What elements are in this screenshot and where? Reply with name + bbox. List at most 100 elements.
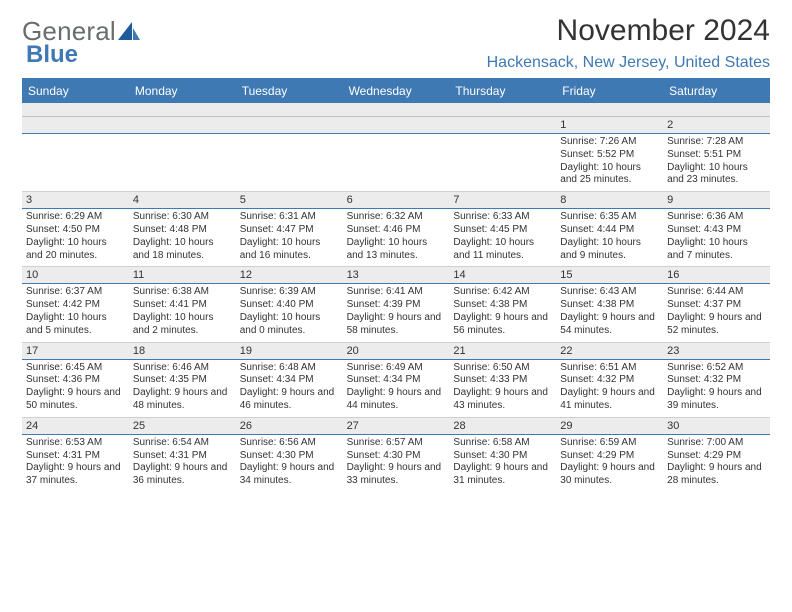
empty-cell	[236, 117, 343, 191]
day-cell: 5Sunrise: 6:31 AMSunset: 4:47 PMDaylight…	[236, 192, 343, 266]
day-details: Sunrise: 6:29 AMSunset: 4:50 PMDaylight:…	[26, 211, 125, 262]
sunrise-text: Sunrise: 6:59 AM	[560, 437, 659, 450]
week-row: 24Sunrise: 6:53 AMSunset: 4:31 PMDayligh…	[22, 418, 770, 492]
day-cell: 27Sunrise: 6:57 AMSunset: 4:30 PMDayligh…	[343, 418, 450, 492]
day-cell: 12Sunrise: 6:39 AMSunset: 4:40 PMDayligh…	[236, 267, 343, 341]
empty-cell	[449, 117, 556, 191]
month-title: November 2024	[487, 14, 770, 48]
day-number: 17	[22, 343, 129, 360]
day-number: 2	[663, 117, 770, 134]
dow-sunday: Sunday	[22, 80, 129, 103]
day-number: 11	[129, 267, 236, 284]
day-details: Sunrise: 6:56 AMSunset: 4:30 PMDaylight:…	[240, 437, 339, 488]
day-cell: 8Sunrise: 6:35 AMSunset: 4:44 PMDaylight…	[556, 192, 663, 266]
day-cell: 26Sunrise: 6:56 AMSunset: 4:30 PMDayligh…	[236, 418, 343, 492]
daylight-text: Daylight: 10 hours and 0 minutes.	[240, 312, 339, 338]
daylight-text: Daylight: 9 hours and 58 minutes.	[347, 312, 446, 338]
blank-header-strip	[22, 103, 770, 117]
day-details: Sunrise: 6:59 AMSunset: 4:29 PMDaylight:…	[560, 437, 659, 488]
daylight-text: Daylight: 9 hours and 48 minutes.	[133, 387, 232, 413]
sunset-text: Sunset: 4:40 PM	[240, 299, 339, 312]
day-cell: 6Sunrise: 6:32 AMSunset: 4:46 PMDaylight…	[343, 192, 450, 266]
logo-sail-icon	[118, 22, 140, 45]
sunrise-text: Sunrise: 6:48 AM	[240, 362, 339, 375]
sunrise-text: Sunrise: 6:44 AM	[667, 286, 766, 299]
day-details: Sunrise: 6:54 AMSunset: 4:31 PMDaylight:…	[133, 437, 232, 488]
daylight-text: Daylight: 9 hours and 36 minutes.	[133, 462, 232, 488]
day-details: Sunrise: 7:00 AMSunset: 4:29 PMDaylight:…	[667, 437, 766, 488]
location-subtitle: Hackensack, New Jersey, United States	[487, 54, 770, 72]
day-number: 28	[449, 418, 556, 435]
day-number: 4	[129, 192, 236, 209]
sunrise-text: Sunrise: 6:41 AM	[347, 286, 446, 299]
day-cell: 19Sunrise: 6:48 AMSunset: 4:34 PMDayligh…	[236, 343, 343, 417]
day-number: 18	[129, 343, 236, 360]
sunrise-text: Sunrise: 6:35 AM	[560, 211, 659, 224]
daylight-text: Daylight: 10 hours and 16 minutes.	[240, 237, 339, 263]
week-row: 1 Sunrise: 7:26 AMSunset: 5:52 PMDaylight…	[22, 117, 770, 192]
day-details: Sunrise: 6:45 AMSunset: 4:36 PMDaylight:…	[26, 362, 125, 413]
daylight-text: Daylight: 9 hours and 33 minutes.	[347, 462, 446, 488]
day-details: Sunrise: 6:35 AMSunset: 4:44 PMDaylight:…	[560, 211, 659, 262]
day-details: Sunrise: 6:52 AMSunset: 4:32 PMDaylight:…	[667, 362, 766, 413]
empty-cell	[129, 117, 236, 191]
daylight-text: Daylight: 9 hours and 30 minutes.	[560, 462, 659, 488]
sunrise-text: Sunrise: 6:54 AM	[133, 437, 232, 450]
day-number: 3	[22, 192, 129, 209]
sunset-text: Sunset: 4:37 PM	[667, 299, 766, 312]
day-details: Sunrise: 7:26 AMSunset: 5:52 PMDaylight:…	[560, 136, 659, 187]
week-row: 17 Sunrise: 6:45 AMSunset: 4:36 PMDayligh…	[22, 343, 770, 418]
day-number: 23	[663, 343, 770, 360]
day-cell: 3 Sunrise: 6:29 AMSunset: 4:50 PMDaylight…	[22, 192, 129, 266]
sunset-text: Sunset: 4:30 PM	[240, 450, 339, 463]
day-number: 20	[343, 343, 450, 360]
day-cell: 15Sunrise: 6:43 AMSunset: 4:38 PMDayligh…	[556, 267, 663, 341]
sunset-text: Sunset: 4:33 PM	[453, 374, 552, 387]
empty-day-bar	[236, 117, 343, 134]
empty-day-bar	[22, 117, 129, 134]
sunrise-text: Sunrise: 7:00 AM	[667, 437, 766, 450]
daylight-text: Daylight: 10 hours and 13 minutes.	[347, 237, 446, 263]
day-number: 30	[663, 418, 770, 435]
day-details: Sunrise: 6:30 AMSunset: 4:48 PMDaylight:…	[133, 211, 232, 262]
daylight-text: Daylight: 9 hours and 28 minutes.	[667, 462, 766, 488]
day-number: 1	[556, 117, 663, 134]
dow-thursday: Thursday	[449, 80, 556, 103]
daylight-text: Daylight: 9 hours and 56 minutes.	[453, 312, 552, 338]
day-cell: 2Sunrise: 7:28 AMSunset: 5:51 PMDaylight…	[663, 117, 770, 191]
day-details: Sunrise: 6:38 AMSunset: 4:41 PMDaylight:…	[133, 286, 232, 337]
day-details: Sunrise: 6:41 AMSunset: 4:39 PMDaylight:…	[347, 286, 446, 337]
weeks-container: 1 Sunrise: 7:26 AMSunset: 5:52 PMDaylight…	[22, 117, 770, 492]
sunrise-text: Sunrise: 6:39 AM	[240, 286, 339, 299]
daylight-text: Daylight: 10 hours and 5 minutes.	[26, 312, 125, 338]
title-block: November 2024 Hackensack, New Jersey, Un…	[487, 14, 770, 72]
day-details: Sunrise: 6:33 AMSunset: 4:45 PMDaylight:…	[453, 211, 552, 262]
sunset-text: Sunset: 4:31 PM	[133, 450, 232, 463]
daylight-text: Daylight: 9 hours and 43 minutes.	[453, 387, 552, 413]
sunrise-text: Sunrise: 6:36 AM	[667, 211, 766, 224]
day-details: Sunrise: 6:49 AMSunset: 4:34 PMDaylight:…	[347, 362, 446, 413]
sunset-text: Sunset: 4:36 PM	[26, 374, 125, 387]
empty-cell	[343, 117, 450, 191]
day-number: 10	[22, 267, 129, 284]
day-number: 22	[556, 343, 663, 360]
day-cell: 1 Sunrise: 7:26 AMSunset: 5:52 PMDaylight…	[556, 117, 663, 191]
empty-day-bar	[129, 117, 236, 134]
day-details: Sunrise: 6:57 AMSunset: 4:30 PMDaylight:…	[347, 437, 446, 488]
day-cell: 23 Sunrise: 6:52 AMSunset: 4:32 PMDayligh…	[663, 343, 770, 417]
sunrise-text: Sunrise: 6:50 AM	[453, 362, 552, 375]
day-details: Sunrise: 6:46 AMSunset: 4:35 PMDaylight:…	[133, 362, 232, 413]
calendar: Sunday Monday Tuesday Wednesday Thursday…	[22, 78, 770, 492]
day-cell: 11 Sunrise: 6:38 AMSunset: 4:41 PMDayligh…	[129, 267, 236, 341]
sunset-text: Sunset: 4:43 PM	[667, 224, 766, 237]
day-cell: 22Sunrise: 6:51 AMSunset: 4:32 PMDayligh…	[556, 343, 663, 417]
day-details: Sunrise: 6:37 AMSunset: 4:42 PMDaylight:…	[26, 286, 125, 337]
sunrise-text: Sunrise: 6:57 AM	[347, 437, 446, 450]
day-details: Sunrise: 6:53 AMSunset: 4:31 PMDaylight:…	[26, 437, 125, 488]
day-number: 25	[129, 418, 236, 435]
daylight-text: Daylight: 10 hours and 11 minutes.	[453, 237, 552, 263]
day-cell: 20 Sunrise: 6:49 AMSunset: 4:34 PMDayligh…	[343, 343, 450, 417]
day-number: 9	[663, 192, 770, 209]
day-cell: 9Sunrise: 6:36 AMSunset: 4:43 PMDaylight…	[663, 192, 770, 266]
day-number: 6	[343, 192, 450, 209]
